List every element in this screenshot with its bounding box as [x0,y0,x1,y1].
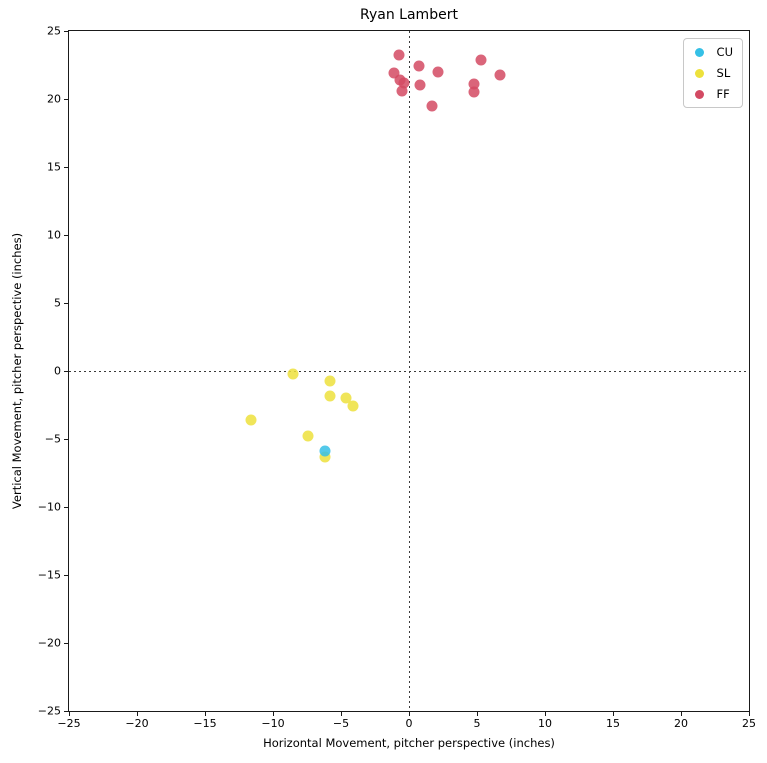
legend-item-sl: SL [689,66,733,80]
y-tick-label: 25 [47,24,61,38]
point-FF [494,69,506,81]
zero-line-vertical [408,31,410,711]
x-tick-label: −10 [261,717,285,730]
x-tick [408,712,410,716]
legend-marker-ff-icon [694,89,704,99]
point-FF [414,79,426,91]
point-SL [347,400,359,412]
x-tick [544,712,546,716]
point-FF [468,86,480,98]
x-axis-label: Horizontal Movement, pitcher perspective… [263,736,555,750]
x-tick [204,712,206,716]
x-tick [612,712,614,716]
x-tick-label: 0 [405,717,413,730]
legend-label-ff: FF [716,87,730,101]
y-tick [64,166,68,168]
y-tick [64,574,68,576]
legend: CU SL FF [682,38,743,108]
x-tick-label: −15 [193,717,217,730]
point-FF [388,67,400,79]
legend-label-sl: SL [716,66,731,80]
point-SL [340,392,352,404]
point-FF [398,77,410,89]
point-FF [475,54,487,66]
y-tick-label: 5 [54,296,61,310]
y-tick-label: −25 [37,704,61,718]
y-tick-label: 10 [47,228,61,242]
x-tick-label: −20 [125,717,149,730]
x-tick-label: 25 [742,717,756,730]
y-tick-label: 0 [54,364,61,378]
legend-item-ff: FF [689,87,733,101]
x-tick [272,712,274,716]
y-tick [64,438,68,440]
x-tick-label: 5 [473,717,481,730]
legend-item-cu: CU [689,45,733,59]
y-tick-label: −15 [37,568,61,582]
y-tick-label: 20 [47,92,61,106]
x-tick [476,712,478,716]
y-tick [64,234,68,236]
x-tick [680,712,682,716]
x-tick [136,712,138,716]
y-tick [64,710,68,712]
x-tick-label: −5 [332,717,350,730]
chart-title: Ryan Lambert [360,7,458,23]
point-SL [287,368,299,380]
x-tick [748,712,750,716]
x-tick [68,712,70,716]
point-SL [302,430,314,442]
x-tick-label: 15 [606,717,620,730]
y-tick [64,98,68,100]
legend-marker-sl-icon [694,68,704,78]
y-tick-label: −5 [44,432,61,446]
x-tick-label: 10 [538,717,552,730]
y-tick [64,370,68,372]
y-tick-label: 15 [47,160,61,174]
point-FF [426,100,438,112]
point-FF [468,78,480,90]
plot-area: CU SL FF [68,30,750,712]
y-tick [64,30,68,32]
legend-label-cu: CU [716,45,733,59]
y-tick [64,642,68,644]
point-FF [432,66,444,78]
point-CU [319,445,331,457]
x-tick [340,712,342,716]
point-FF [393,49,405,61]
x-tick-label: 20 [674,717,688,730]
point-SL [245,414,257,426]
y-tick-label: −10 [37,500,61,514]
point-FF [396,85,408,97]
legend-marker-cu-icon [694,47,704,57]
point-SL [324,375,336,387]
y-tick [64,506,68,508]
point-FF [413,60,425,72]
point-SL [324,390,336,402]
x-tick-label: −25 [57,717,81,730]
y-tick [64,302,68,304]
y-tick-label: −20 [37,636,61,650]
